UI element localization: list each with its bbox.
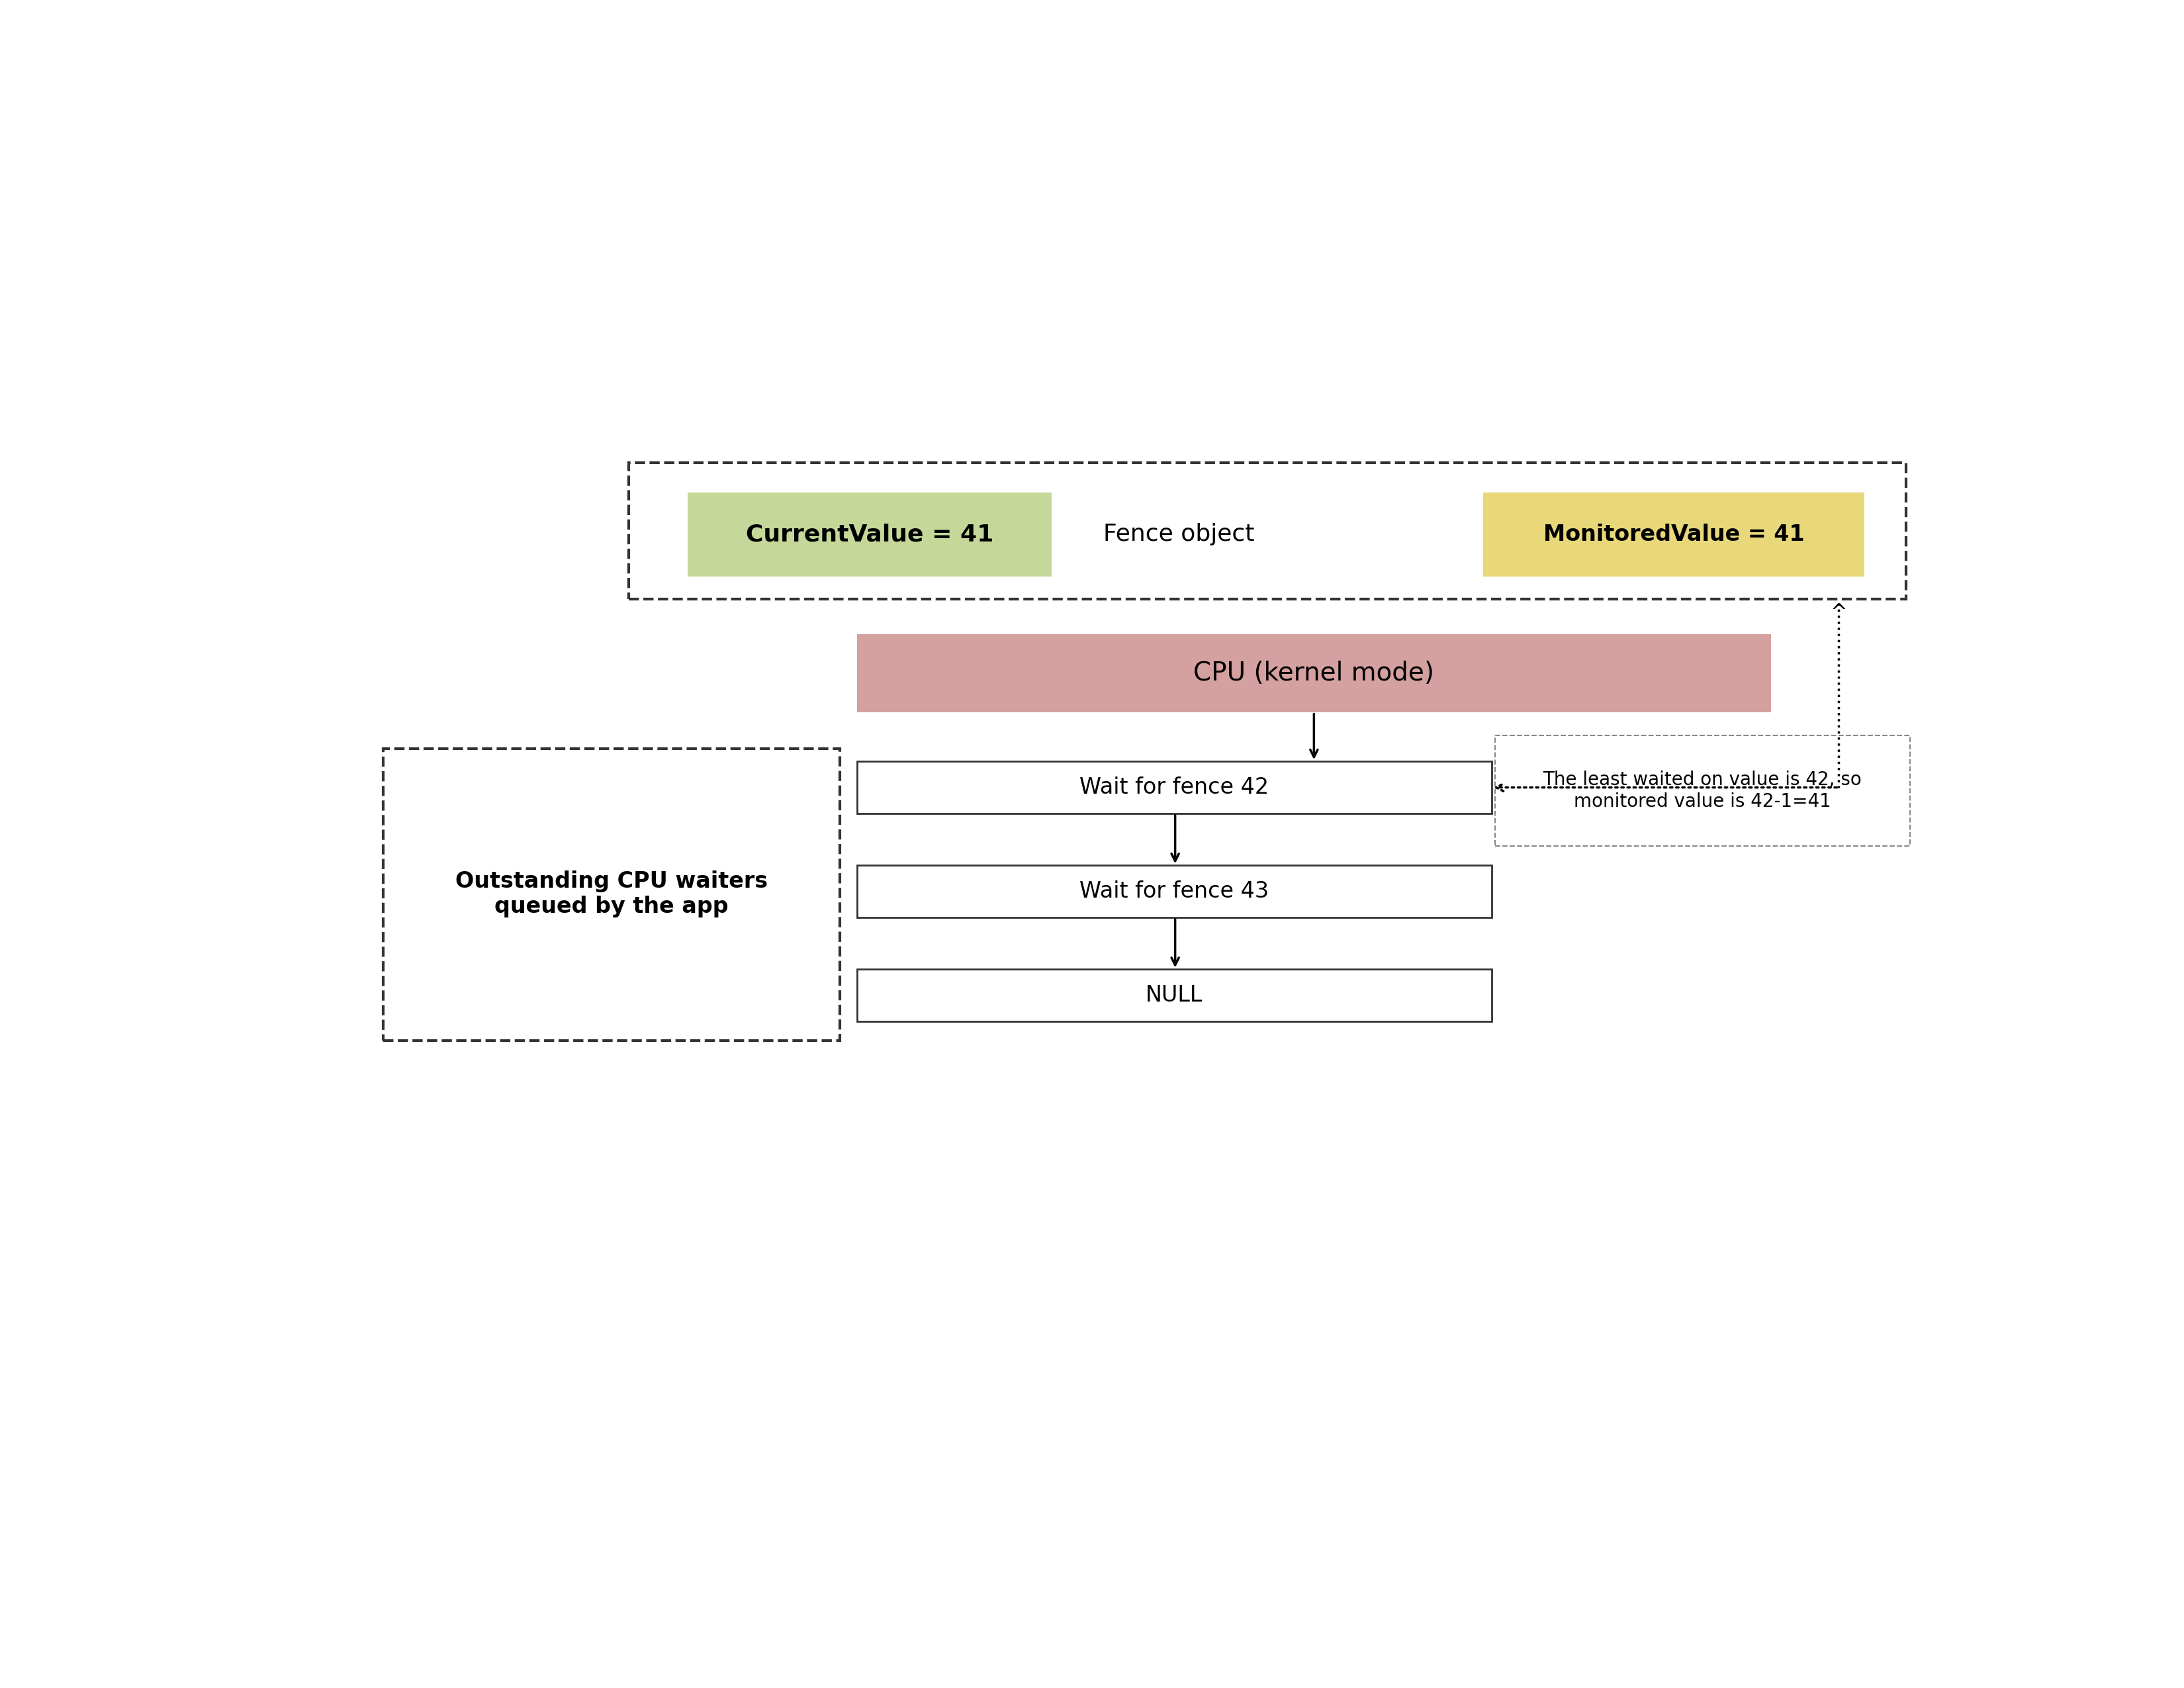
- Text: Outstanding CPU waiters
queued by the app: Outstanding CPU waiters queued by the ap…: [454, 871, 769, 918]
- FancyBboxPatch shape: [688, 493, 1051, 577]
- Text: CPU (kernel mode): CPU (kernel mode): [1192, 660, 1435, 685]
- Text: The least waited on value is 42, so
monitored value is 42-1=41: The least waited on value is 42, so moni…: [1542, 771, 1861, 810]
- Text: Wait for fence 42: Wait for fence 42: [1079, 776, 1269, 798]
- FancyBboxPatch shape: [1483, 493, 1863, 577]
- Text: MonitoredValue = 41: MonitoredValue = 41: [1544, 523, 1804, 545]
- Text: Wait for fence 43: Wait for fence 43: [1079, 881, 1269, 903]
- Text: ^: ^: [1830, 603, 1848, 623]
- FancyBboxPatch shape: [856, 635, 1771, 712]
- Text: NULL: NULL: [1147, 984, 1203, 1006]
- Text: Fence object: Fence object: [1103, 523, 1254, 545]
- Text: CurrentValue = 41: CurrentValue = 41: [745, 523, 994, 545]
